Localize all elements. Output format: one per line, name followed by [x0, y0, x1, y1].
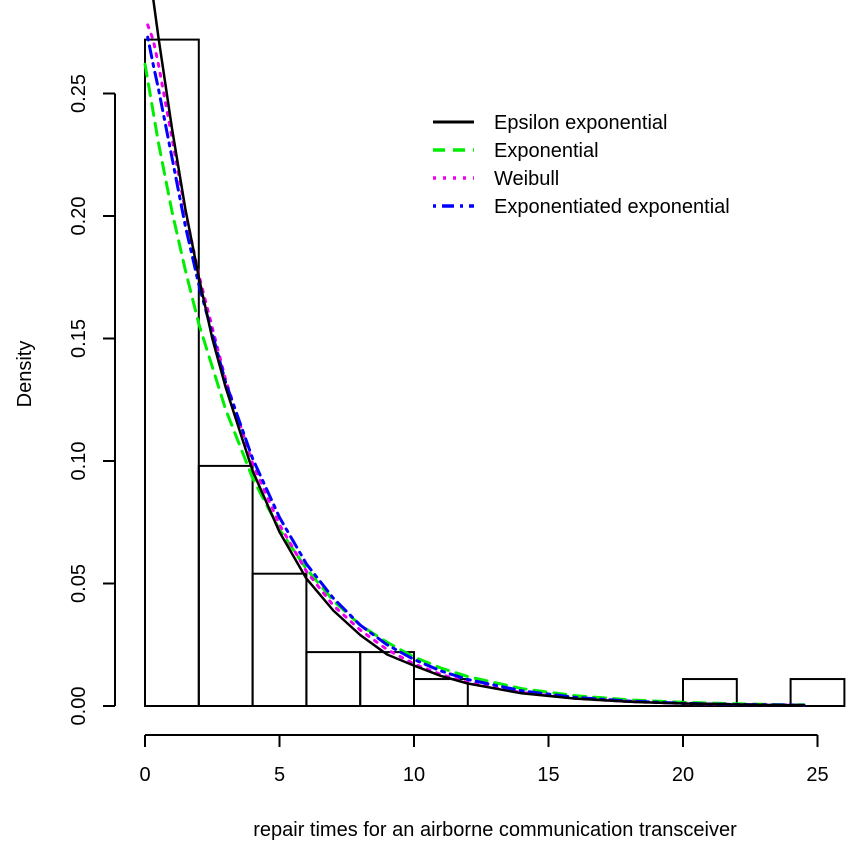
series-line-epsilon-exponential: [152, 0, 806, 707]
legend-label: Weibull: [494, 168, 559, 190]
y-ticks: 0.00 0.05 0.10 0.15 0.20 0.25: [68, 74, 115, 725]
density-curves: [143, 0, 806, 707]
histogram-bar-0: [144, 38, 200, 708]
histogram-bar-3: [305, 651, 362, 707]
histogram-bar-2: [251, 572, 308, 708]
legend-label: Epsilon exponential: [494, 112, 667, 134]
histogram-bar-10: [682, 678, 738, 707]
y-axis-label: Density: [14, 341, 36, 408]
y-tick-label: 0.05: [68, 564, 90, 603]
legend-label: Exponential: [494, 140, 599, 162]
histogram-bar-12: [789, 678, 846, 707]
legend-label: Exponentiated exponential: [494, 196, 730, 218]
series-line-exponential: [143, 62, 806, 707]
y-tick-label: 0.25: [68, 74, 90, 113]
histogram-bar-1: [197, 464, 254, 707]
histogram-bar-5: [413, 678, 469, 707]
x-ticks: 0 5 10 15 20 25: [139, 735, 829, 786]
x-tick-label: 5: [274, 764, 285, 786]
x-tick-label: 15: [537, 764, 559, 786]
y-tick-label: 0.15: [68, 319, 90, 358]
x-tick-label: 20: [672, 764, 694, 786]
series-line-exponentiated-exponential: [146, 35, 806, 707]
series-line-weibull: [146, 23, 806, 707]
x-tick-label: 0: [139, 764, 150, 786]
y-tick-label: 0.20: [68, 197, 90, 236]
y-tick-label: 0.00: [68, 687, 90, 726]
x-tick-label: 10: [403, 764, 425, 786]
y-axis: 0.00 0.05 0.10 0.15 0.20 0.25: [68, 74, 116, 725]
histogram-bars: [144, 38, 846, 708]
histogram-bar-4: [359, 651, 416, 707]
x-axis: 0 5 10 15 20 25: [139, 734, 829, 786]
x-tick-label: 25: [806, 764, 828, 786]
legend: Epsilon exponential Exponential Weibull Exp…: [433, 112, 730, 218]
x-axis-label: repair times for an airborne communicati…: [253, 819, 737, 841]
y-tick-label: 0.10: [68, 442, 90, 481]
